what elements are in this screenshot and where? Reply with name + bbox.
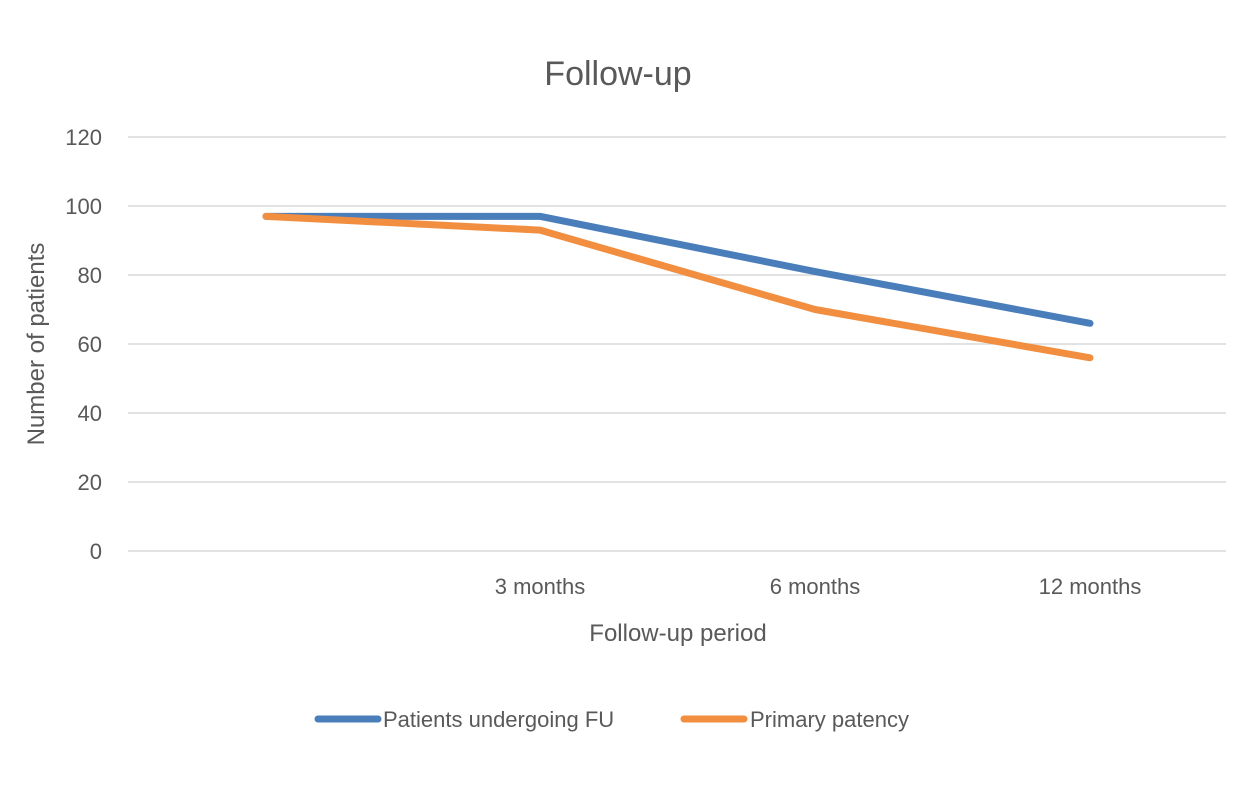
- y-tick-label: 20: [78, 470, 102, 495]
- series-lines: [262, 212, 1094, 362]
- series-line-2: [262, 212, 1094, 362]
- x-tick-label: 12 months: [1039, 574, 1142, 599]
- y-axis-ticks: 0 20 40 60 80 100 120: [65, 125, 102, 564]
- y-axis-label: Number of patients: [23, 243, 50, 446]
- x-axis-ticks: 3 months 6 months 12 months: [495, 574, 1142, 599]
- y-tick-label: 100: [65, 194, 102, 219]
- gridlines: [128, 136, 1226, 552]
- chart-title: Follow-up: [544, 55, 691, 93]
- y-tick-label: 120: [65, 125, 102, 150]
- legend-label: Patients undergoing FU: [383, 707, 614, 732]
- y-tick-label: 0: [90, 539, 102, 564]
- x-axis-label: Follow-up period: [589, 620, 766, 647]
- y-tick-label: 40: [78, 401, 102, 426]
- series-line-1: [262, 212, 1094, 327]
- y-tick-label: 80: [78, 263, 102, 288]
- legend-label: Primary patency: [750, 707, 909, 732]
- legend: Patients undergoing FU Primary patency: [314, 707, 909, 732]
- x-tick-label: 3 months: [495, 574, 586, 599]
- y-tick-label: 60: [78, 332, 102, 357]
- x-tick-label: 6 months: [770, 574, 861, 599]
